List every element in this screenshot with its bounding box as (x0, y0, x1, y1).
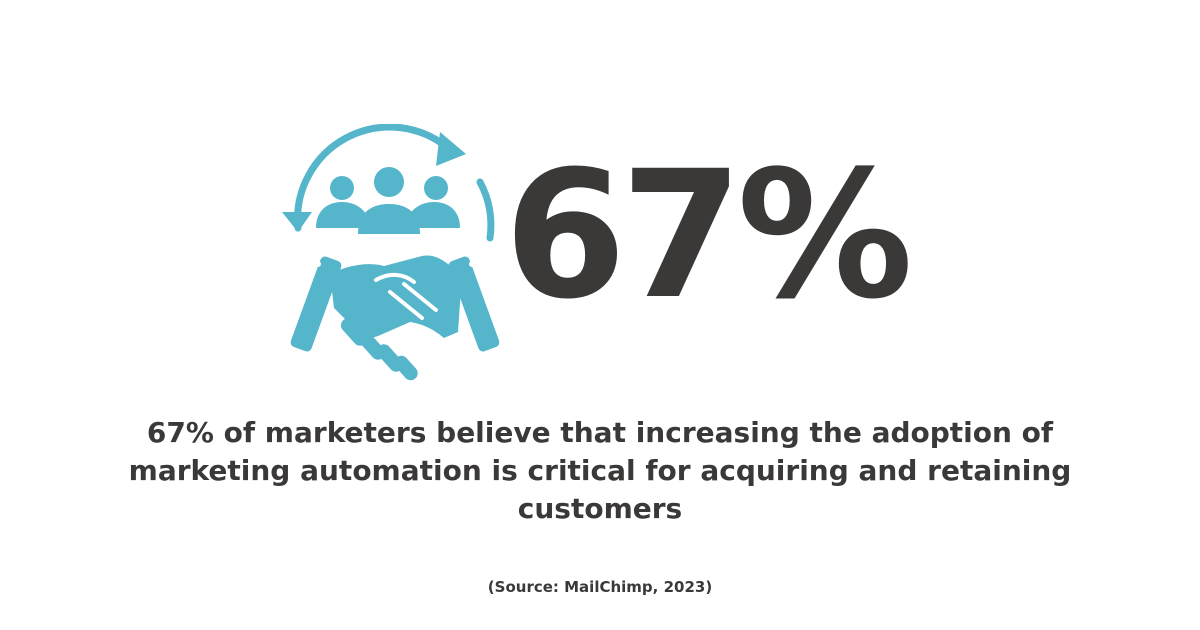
stat-percentage: 67% (504, 133, 913, 338)
handshake-customers-icon (272, 124, 504, 384)
source-citation: (Source: MailChimp, 2023) (487, 578, 713, 596)
stat-description: 67% of marketers believe that increasing… (128, 416, 1072, 525)
